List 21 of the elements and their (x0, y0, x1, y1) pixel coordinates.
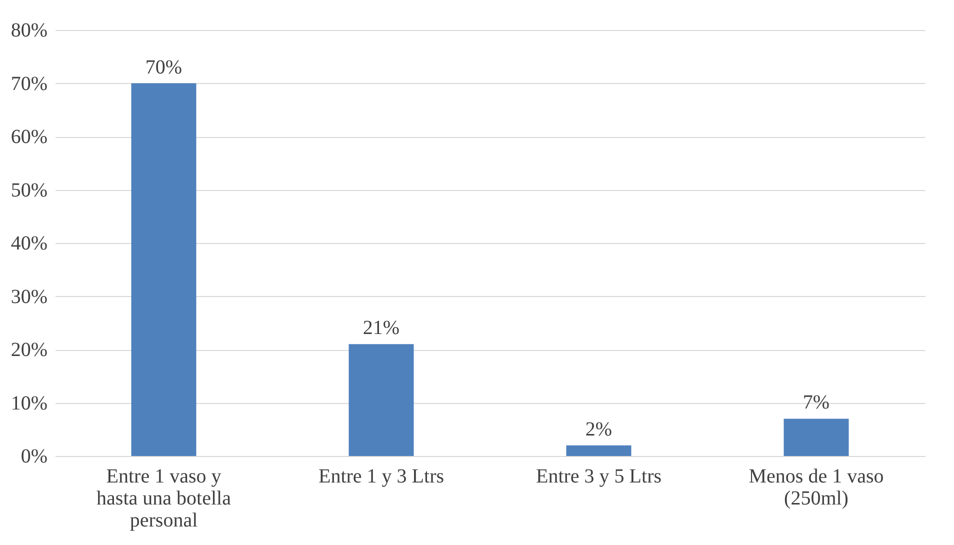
data-label: 7% (802, 392, 830, 414)
bar (784, 418, 849, 456)
y-tick-label: 0% (20, 446, 48, 468)
y-tick-label: 60% (10, 126, 48, 148)
x-tick-label: Entre 1 y 3 Ltrs (318, 466, 444, 488)
data-label: 2% (585, 418, 612, 440)
x-tick-label: Menos de 1 vaso (250ml) (748, 466, 884, 510)
y-tick-label: 50% (10, 179, 48, 202)
bar (131, 83, 196, 456)
y-tick-label: 20% (10, 339, 48, 361)
y-tick-label: 30% (10, 286, 48, 308)
bar (566, 445, 632, 456)
x-tick-label: Entre 1 vaso y hasta una botella personal (96, 466, 232, 532)
data-label: 21% (362, 317, 400, 340)
y-tick-label: 80% (10, 20, 48, 42)
y-tick-label: 10% (10, 392, 48, 414)
y-tick-label: 70% (10, 72, 48, 95)
x-tick-label: Entre 3 y 5 Ltrs (536, 466, 662, 488)
data-label: 70% (145, 56, 182, 78)
y-tick-label: 40% (10, 232, 48, 254)
bar (348, 344, 414, 456)
